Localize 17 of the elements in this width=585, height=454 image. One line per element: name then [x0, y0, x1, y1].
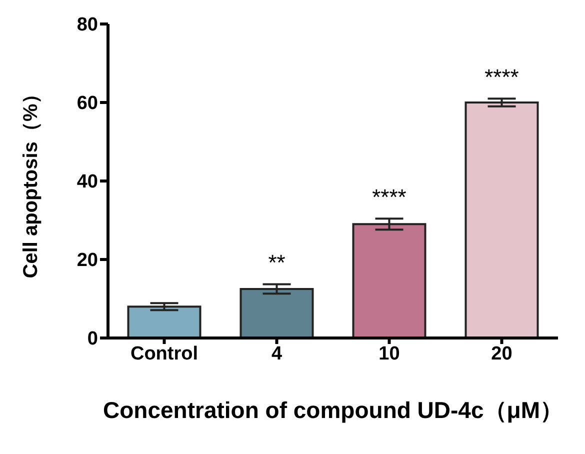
- y-tick-label: 80: [76, 14, 98, 36]
- annotation: ****: [484, 64, 520, 90]
- annotation: **: [268, 250, 286, 276]
- y-tick-label: 60: [76, 93, 98, 114]
- y-tick-label: 20: [76, 250, 98, 272]
- y-tick-label: 0: [87, 328, 98, 350]
- x-tick-label: 20: [491, 343, 512, 364]
- x-tick-label: Control: [130, 343, 198, 364]
- x-axis-title: Concentration of compound UD-4c（μM）: [103, 397, 563, 423]
- x-tick-label: 4: [271, 343, 282, 364]
- bar: [240, 288, 314, 338]
- y-axis-title: Cell apoptosis（%）: [20, 84, 42, 278]
- bar: [464, 102, 539, 338]
- x-tick-label: 10: [378, 343, 400, 364]
- y-tick-label: 40: [76, 172, 98, 193]
- annotation: ****: [372, 184, 407, 210]
- bar: [127, 306, 202, 338]
